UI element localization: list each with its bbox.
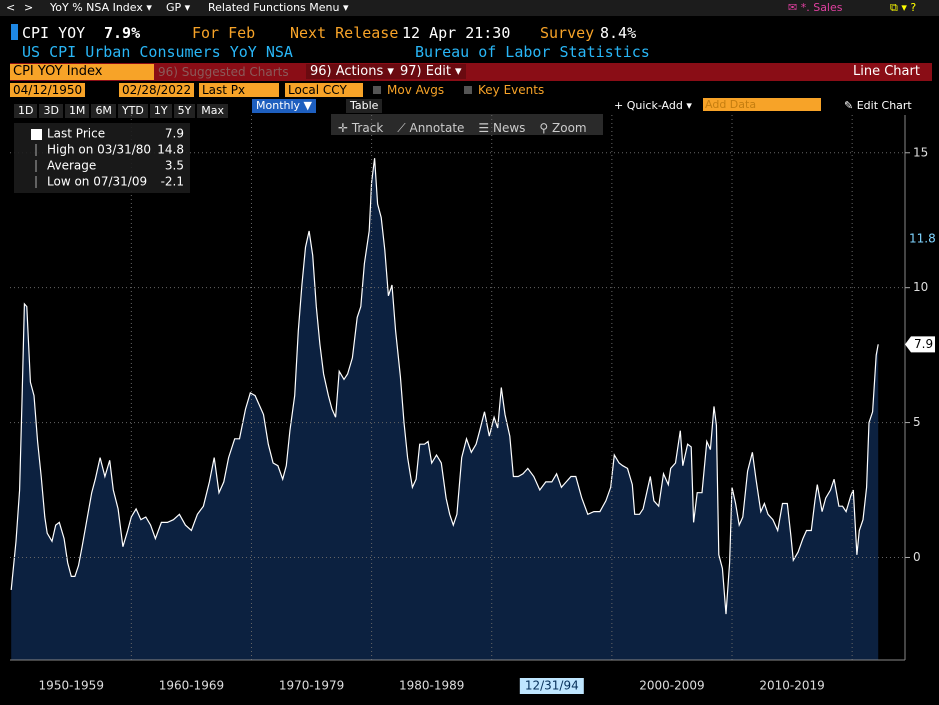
- back-button[interactable]: <: [6, 1, 16, 14]
- table-button[interactable]: Table: [346, 99, 383, 113]
- legend-name: Low on 07/31/09: [47, 175, 147, 189]
- crosshair-value: 11.8: [909, 232, 936, 246]
- checkbox[interactable]: [373, 86, 381, 94]
- ticker: CPI YOY: [22, 24, 86, 42]
- next-release-label: Next Release: [290, 24, 399, 42]
- cursor-label-bg: [519, 678, 584, 694]
- menu[interactable]: YoY % NSA Index ▾: [50, 1, 152, 14]
- x-tick-label: 2000-2009: [639, 679, 704, 693]
- y-tick-label: 15: [913, 145, 928, 159]
- legend-box: [14, 123, 190, 193]
- x-tick-label: 1960-1969: [159, 679, 224, 693]
- next-release-value: 12 Apr 21:30: [402, 24, 511, 42]
- security-input[interactable]: CPI YOY Index: [10, 64, 154, 80]
- survey-value: 8.4%: [600, 24, 637, 42]
- period-button[interactable]: 1Y: [149, 104, 172, 118]
- period: For Feb: [192, 24, 256, 42]
- period-button[interactable]: 1M: [64, 104, 90, 118]
- last-value-box: [905, 336, 935, 353]
- legend-name: High on 03/31/80: [47, 143, 151, 157]
- x-tick-label: 1970-1979: [279, 679, 344, 693]
- legend-value: 14.8: [157, 143, 184, 157]
- period-buttons: 1D 3D 1M 6M YTD 1Y 5Y Max: [14, 99, 230, 118]
- period-button[interactable]: 5Y: [173, 104, 196, 118]
- last-price: 7.9%: [104, 24, 141, 42]
- x-tick-label: 1980-1989: [399, 679, 464, 693]
- x-tick-label: 1950-1959: [39, 679, 104, 693]
- forward-button[interactable]: >: [24, 1, 34, 14]
- currency-select[interactable]: Local CCY: [285, 83, 363, 97]
- tool-button[interactable]: ☰ News: [478, 121, 526, 135]
- legend-name: Average: [47, 159, 96, 173]
- start-date[interactable]: 04/12/1950: [10, 83, 86, 97]
- legend-name: Last Price: [47, 127, 105, 141]
- period-button[interactable]: 1D: [14, 104, 38, 118]
- menu[interactable]: GP ▾: [166, 1, 191, 14]
- frequency-select[interactable]: Monthly ▼: [252, 99, 316, 113]
- period-button[interactable]: Max: [197, 104, 229, 118]
- red-bar: [10, 63, 932, 81]
- period-button[interactable]: YTD: [117, 104, 148, 118]
- y-tick-label: 5: [913, 415, 921, 429]
- y-tick-label: 0: [913, 550, 921, 564]
- mov-avgs[interactable]: Mov Avgs: [387, 83, 445, 97]
- legend-value: 3.5: [165, 159, 184, 173]
- legend-value: 7.9: [165, 127, 184, 141]
- area: [11, 158, 879, 660]
- checkbox[interactable]: [464, 86, 472, 94]
- edit-chart[interactable]: ✎ Edit Chart: [844, 99, 912, 112]
- key-events[interactable]: Key Events: [478, 83, 545, 97]
- ticker-marker: [11, 24, 18, 40]
- cursor-label: 12/31/94: [525, 679, 579, 693]
- actions-menu[interactable]: 96) Actions ▾: [306, 64, 398, 79]
- source: Bureau of Labor Statistics: [415, 43, 650, 61]
- quick-add[interactable]: + Quick-Add ▾: [614, 99, 692, 112]
- add-data-input[interactable]: Add Data: [703, 98, 821, 111]
- tool-buttons: ✛ Track ⟋ Annotate ☰ News ⚲ Zoom: [338, 117, 601, 136]
- edit-menu[interactable]: 97) Edit ▾: [396, 64, 466, 79]
- top-bar: [0, 0, 939, 16]
- field-select[interactable]: Last Px: [199, 83, 279, 97]
- line: [10, 158, 879, 615]
- tool-button[interactable]: ⟋ Annotate: [397, 121, 465, 135]
- legend-swatch: [31, 129, 42, 140]
- window-icons[interactable]: ⧉ ▾ ?: [890, 1, 917, 14]
- chart-type[interactable]: Line Chart: [853, 64, 920, 79]
- crosshair-value-bg: [906, 232, 936, 247]
- sales-link[interactable]: ✉ *. Sales: [788, 1, 843, 14]
- period-button[interactable]: 3D: [39, 104, 63, 118]
- menu[interactable]: Related Functions Menu ▾: [208, 1, 349, 14]
- survey-label: Survey: [540, 24, 595, 42]
- end-date[interactable]: 02/28/2022: [119, 83, 195, 97]
- x-tick-label: 2010-2019: [759, 679, 824, 693]
- chart-toolbar: [331, 114, 603, 135]
- suggested-charts[interactable]: 96) Suggested Charts: [158, 65, 289, 79]
- security-name: US CPI Urban Consumers YoY NSA: [22, 43, 293, 61]
- legend-value: -2.1: [161, 175, 184, 189]
- last-value: 7.9: [914, 337, 933, 351]
- period-button[interactable]: 6M: [91, 104, 116, 118]
- tool-button[interactable]: ⚲ Zoom: [539, 121, 587, 135]
- y-tick-label: 10: [913, 280, 928, 294]
